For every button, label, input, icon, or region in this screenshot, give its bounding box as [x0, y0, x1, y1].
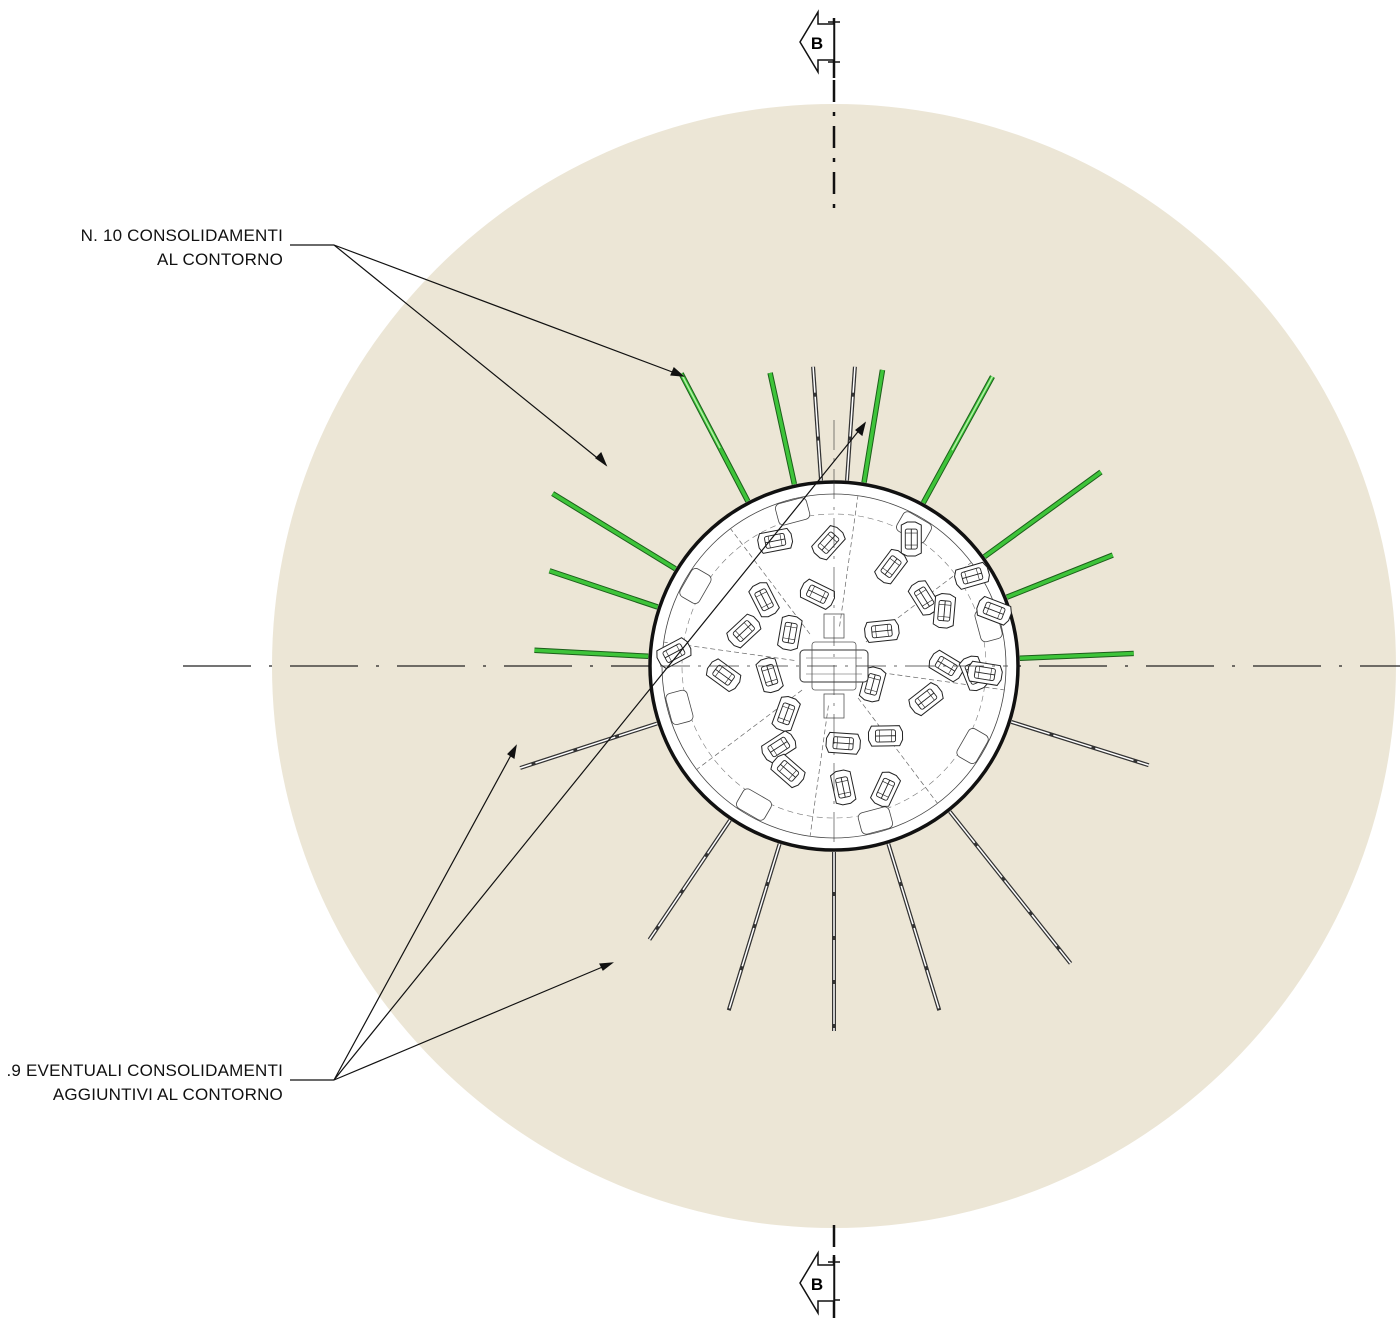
cutterhead-spoke	[857, 697, 938, 804]
disc-cutter	[976, 595, 1012, 626]
disc-cutter	[900, 521, 922, 557]
cutterhead-spoke	[873, 671, 1005, 691]
additional-bolt-core	[728, 843, 781, 1011]
consolidation-bolt-fill	[1006, 553, 1114, 599]
muck-bucket	[775, 497, 811, 526]
disc-cutter	[748, 582, 780, 618]
disc-cutter	[966, 660, 1003, 686]
additional-bolt-core	[1011, 721, 1149, 766]
label-contour-consolidations: N. 10 CONSOLIDAMENTI AL CONTORNO	[81, 224, 283, 272]
consolidation-bolt-fill	[862, 369, 885, 483]
disc-cutter	[932, 593, 957, 629]
consolidation-bolt-fill	[1019, 651, 1134, 660]
additional-bolt-core	[949, 811, 1072, 964]
disc-cutter	[761, 730, 797, 764]
disc-cutter	[825, 731, 861, 755]
label-additional-line2: AGGIUNTIVI AL CONTORNO	[52, 1085, 283, 1104]
disc-cutter	[811, 525, 846, 561]
cutterhead-spoke	[663, 641, 795, 661]
disc-cutter	[874, 548, 909, 585]
section-letter-bottom: B	[811, 1275, 823, 1294]
section-letter-top: B	[811, 34, 823, 53]
disc-cutters	[656, 521, 1012, 807]
disc-cutter	[656, 637, 692, 670]
muck-bucket	[736, 788, 772, 821]
consolidation-bolt-fill	[548, 569, 659, 609]
muck-bucket	[679, 568, 712, 604]
additional-contour-consolidations	[519, 366, 1150, 1031]
muck-bucket	[665, 689, 694, 725]
additional-bolt-core	[812, 366, 822, 481]
section-marker-bottom: B	[799, 1250, 840, 1318]
additional-bolt-core	[648, 819, 731, 941]
muck-bucket	[956, 728, 989, 764]
disc-cutter	[867, 725, 904, 747]
disc-cutter	[726, 613, 762, 649]
disc-cutter	[771, 695, 801, 732]
label-additional-consolidations: .9 EVENTUALI CONSOLIDAMENTI AGGIUNTIVI A…	[6, 1059, 283, 1107]
consolidation-bolt-fill	[768, 372, 797, 485]
disc-cutter	[954, 561, 990, 590]
consolidation-bolt-fill	[983, 470, 1103, 559]
leader-aggiuntivi	[290, 421, 867, 1081]
leader-consolidamenti	[290, 244, 685, 467]
cutterhead-spoke	[696, 689, 803, 770]
cutterhead-spoke	[809, 705, 829, 837]
tbm-cutterhead	[648, 420, 1020, 852]
contour-consolidations	[534, 369, 1134, 661]
cutterhead-spoke	[730, 528, 811, 635]
disc-cutter	[799, 578, 835, 610]
consolidation-bolt-fill	[534, 648, 649, 659]
additional-bolt-core	[519, 722, 658, 769]
additional-bolt-core	[846, 366, 856, 481]
section-marker-top: B	[799, 9, 840, 78]
disc-cutter	[869, 771, 902, 807]
disc-cutter	[908, 682, 944, 717]
label-contour-line1: N. 10 CONSOLIDAMENTI	[80, 226, 283, 245]
disc-cutter	[777, 614, 803, 651]
label-additional-line1: .9 EVENTUALI CONSOLIDAMENTI	[6, 1061, 283, 1080]
additional-bolt-core	[887, 843, 940, 1011]
consolidation-bolt-highlight	[680, 373, 721, 449]
consolidation-bolt-fill	[551, 492, 677, 571]
cutterhead-spoke	[839, 495, 859, 627]
disc-cutter	[705, 658, 742, 693]
disc-cutter	[928, 649, 964, 683]
disc-cutter	[864, 619, 900, 643]
disc-cutter	[829, 769, 857, 806]
label-contour-line2: AL CONTORNO	[157, 250, 283, 269]
disc-cutter	[770, 753, 806, 789]
muck-bucket	[857, 806, 893, 835]
disc-cutter	[755, 657, 784, 694]
consolidation-bolt-highlight	[951, 376, 994, 451]
